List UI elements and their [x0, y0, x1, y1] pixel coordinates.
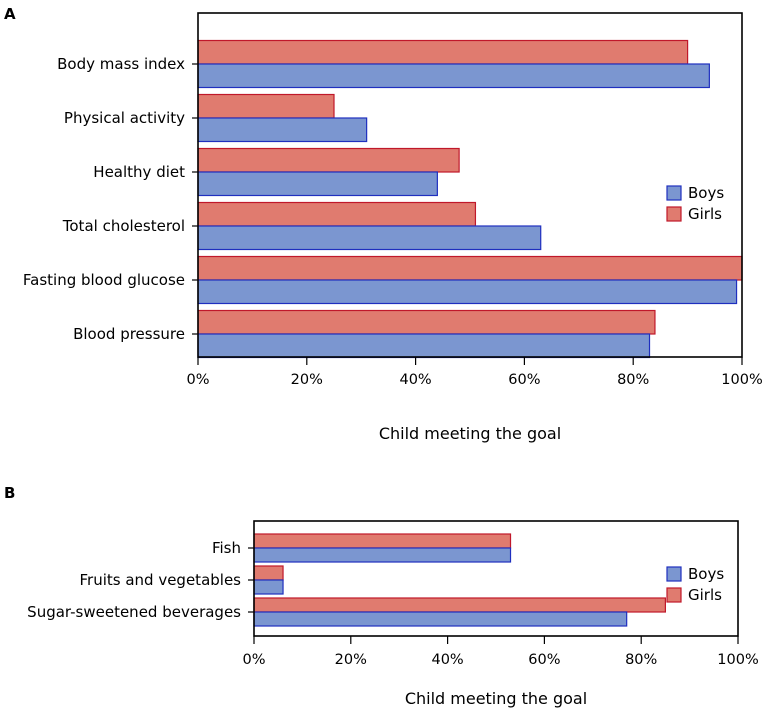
panel-b-bar-girls-sugar-sweetened-beverages: [253, 597, 666, 613]
panel-b-x-tick-label: 20%: [335, 652, 367, 668]
panel-b: B Fish Fruits and vegetables Sugar-sweeten…: [4, 484, 759, 708]
panel-b-legend-label-girls: Girls: [688, 586, 722, 604]
panel-a-bar-boys-physical-activity: [197, 117, 368, 143]
panel-a-category-body-mass-index: Body mass index: [57, 55, 185, 73]
panel-a-x-tick-label: 0%: [186, 372, 209, 388]
panel-b-bar-boys-sugar-sweetened-beverages: [253, 611, 628, 627]
panel-b-category-sugar-sweetened-beverages: Sugar-sweetened beverages: [27, 603, 241, 621]
panel-a-x-tick-label: 20%: [291, 372, 323, 388]
panel-a-legend-label-boys: Boys: [688, 184, 724, 202]
panel-a-bar-girls-total-cholesterol: [197, 201, 477, 227]
panel-a-legend-label-girls: Girls: [688, 205, 722, 223]
panel-b-category-fruits-and-vegetables: Fruits and vegetables: [80, 571, 242, 589]
panel-a-bar-boys-body-mass-index: [197, 63, 710, 89]
panel-b-legend-label-boys: Boys: [688, 565, 724, 583]
panel-a-category-healthy-diet: Healthy diet: [93, 163, 185, 181]
panel-a-bar-boys-total-cholesterol: [197, 225, 542, 251]
panel-a-bar-girls-blood-pressure: [197, 309, 656, 335]
panel-a-legend: Boys Girls: [666, 184, 724, 223]
panel-b-legend-swatch-boys: [666, 566, 682, 582]
panel-a-bar-boys-blood-pressure: [197, 333, 651, 359]
panel-b-bar-girls-fish: [253, 533, 512, 549]
panel-b-bar-boys-fruits-and-vegetables: [253, 579, 284, 595]
panel-b-category-labels: Fish Fruits and vegetables Sugar-sweetened…: [27, 539, 254, 621]
panel-b-x-tick-label: 40%: [431, 652, 463, 668]
panel-a-legend-swatch-boys: [666, 185, 682, 201]
panel-b-label: B: [4, 484, 15, 502]
panel-a-bar-girls-healthy-diet: [197, 147, 460, 173]
panel-a-bars: [197, 39, 743, 359]
panel-a-plot-frame: [197, 12, 743, 358]
panel-b-x-axis-title: Child meeting the goal: [405, 689, 587, 708]
panel-b-x-tick-label: 80%: [625, 652, 657, 668]
panel-a-bar-boys-healthy-diet: [197, 171, 438, 197]
panel-b-plot-frame: [253, 520, 739, 637]
panel-b-bar-girls-fruits-and-vegetables: [253, 565, 284, 581]
panel-a-x-tick-label: 100%: [721, 372, 762, 388]
panel-a-category-fasting-blood-glucose: Fasting blood glucose: [23, 271, 185, 289]
panel-a-x-axis-title: Child meeting the goal: [379, 424, 561, 443]
panel-a: A Body mass index Physical activity Health…: [4, 5, 763, 443]
panel-a-bar-girls-body-mass-index: [197, 39, 689, 65]
panel-a-category-physical-activity: Physical activity: [64, 109, 185, 127]
panel-b-legend: Boys Girls: [666, 565, 724, 604]
panel-b-legend-swatch-girls: [666, 587, 682, 603]
panel-a-label: A: [4, 5, 16, 23]
panel-b-x-tick-label: 100%: [717, 652, 758, 668]
panel-a-x-tick-label: 80%: [617, 372, 649, 388]
panel-a-bar-girls-physical-activity: [197, 93, 335, 119]
panel-a-legend-swatch-girls: [666, 206, 682, 222]
panel-b-x-tick-label: 0%: [242, 652, 265, 668]
panel-a-bar-girls-fasting-blood-glucose: [197, 255, 743, 281]
panel-b-x-ticks: 0% 20% 40% 60% 80% 100%: [242, 636, 759, 668]
panel-a-bar-boys-fasting-blood-glucose: [197, 279, 738, 305]
panel-b-category-fish: Fish: [212, 539, 241, 557]
panel-b-x-tick-label: 60%: [528, 652, 560, 668]
panel-a-category-labels: Body mass index Physical activity Healthy …: [23, 55, 198, 343]
panel-a-x-tick-label: 40%: [399, 372, 431, 388]
panel-b-bars: [253, 533, 666, 627]
panel-a-x-ticks: 0% 20% 40% 60% 80% 100%: [186, 357, 763, 388]
panel-a-category-blood-pressure: Blood pressure: [73, 325, 185, 343]
panel-a-x-tick-label: 60%: [508, 372, 540, 388]
panel-b-bar-boys-fish: [253, 547, 512, 563]
panel-a-category-total-cholesterol: Total cholesterol: [62, 217, 185, 235]
